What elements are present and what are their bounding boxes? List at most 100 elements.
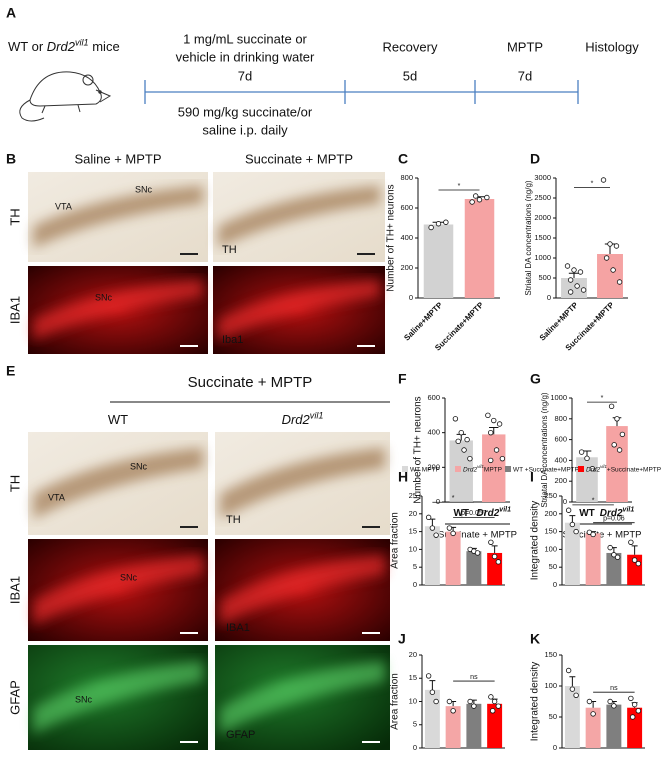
data-point [491, 698, 498, 705]
legend-label: WT +Succinate+MPTP [513, 466, 579, 473]
data-point [590, 711, 596, 717]
data-point [611, 442, 617, 448]
data-point [488, 539, 494, 545]
y-tick-label: 2000 [534, 213, 551, 222]
x-tick-label: WT [453, 508, 469, 519]
legend-label-sup: vil1 [600, 464, 607, 469]
legend-label: WT MPTP [410, 466, 440, 473]
group-label: Succinate + MPTP [438, 530, 517, 541]
y-tick-label: 2500 [534, 193, 551, 202]
data-point [567, 277, 574, 283]
timeline-text: Histology [585, 39, 639, 54]
y-axis-label: Striatal DA concentrations (ng/g) [540, 392, 549, 508]
data-point [635, 708, 642, 714]
data-point [590, 531, 596, 538]
data-point [580, 287, 587, 293]
micrograph [213, 266, 385, 354]
data-point [573, 528, 579, 535]
data-point [628, 695, 634, 702]
x-tick-label: Drd2vil1 [600, 506, 635, 518]
y-axis-label: Area fraction [390, 512, 401, 569]
data-point [631, 557, 638, 563]
bar [466, 551, 482, 585]
data-point [428, 224, 434, 231]
legend-label-part: WT MPTP [410, 466, 440, 473]
data-point [611, 552, 617, 558]
data-point [443, 219, 449, 225]
y-tick-label: 5 [413, 562, 417, 571]
bar [423, 224, 454, 298]
error-bar [569, 676, 576, 686]
data-point [467, 698, 473, 705]
micrograph [213, 172, 385, 262]
y-tick-label: 200 [400, 263, 413, 272]
timeline-text: vehicle in drinking water [176, 49, 315, 64]
error-bar [429, 680, 436, 690]
data-point [488, 694, 494, 700]
x-tick-label: WT [579, 508, 595, 519]
row-label: IBA1 [7, 576, 22, 604]
data-point [489, 708, 496, 714]
error-bar [489, 426, 499, 435]
significance-label: * [452, 495, 455, 502]
error-bar [429, 518, 436, 527]
column-title-part: WT [108, 412, 128, 427]
y-axis-label: Number of TH+ neurons [413, 396, 424, 503]
y-tick-label: 800 [400, 173, 413, 182]
data-point [584, 455, 590, 462]
y-tick-label: 10 [409, 696, 417, 705]
bar [449, 440, 473, 502]
y-tick-label: 0 [553, 743, 557, 752]
bar [445, 706, 461, 748]
data-point [493, 447, 500, 453]
y-tick-label: 5 [413, 720, 417, 729]
mice-label-part: WT or [8, 39, 47, 54]
micrograph-band [220, 447, 385, 520]
data-point [452, 416, 459, 422]
data-point [429, 525, 436, 531]
y-tick-label: 0 [547, 293, 551, 302]
y-tick-label: 1500 [534, 233, 551, 242]
micrograph-band [220, 660, 385, 735]
micrograph-band [218, 185, 380, 249]
y-tick-label: 600 [400, 203, 413, 212]
panel-letter: G [530, 371, 541, 387]
significance-label: * [601, 395, 604, 402]
timeline-text: MPTP [507, 39, 543, 54]
bar [464, 199, 495, 298]
panel-letter: B [6, 151, 16, 167]
data-point [458, 429, 464, 436]
y-tick-label: 600 [427, 393, 440, 402]
y-axis-label: Integrated density [530, 662, 541, 742]
y-tick-label: 600 [554, 435, 567, 444]
timeline-text: 7d [238, 68, 252, 83]
y-tick-label: 25 [409, 491, 417, 500]
y-tick-label: 3000 [534, 173, 551, 182]
panel-letter: J [398, 631, 406, 647]
bar [564, 686, 580, 748]
y-tick-label: 250 [544, 491, 557, 500]
data-point [616, 447, 623, 453]
y-tick-label: 0 [563, 497, 567, 506]
panel-letter: I [530, 469, 534, 485]
data-point [446, 525, 453, 531]
y-tick-label: 0 [413, 580, 417, 589]
micrograph-band [33, 660, 203, 735]
x-tick-label-part: WT [579, 508, 595, 519]
mice-label-italic: Drd2 [47, 39, 76, 54]
y-tick-label: 800 [554, 414, 567, 423]
data-point [435, 221, 442, 227]
data-point [616, 279, 623, 285]
image-label: VTA [48, 492, 65, 502]
mouse-sketch [19, 71, 112, 122]
bar [466, 703, 482, 748]
row-label: GFAP [7, 680, 22, 715]
image-label: SNc [130, 461, 148, 471]
data-point [488, 429, 494, 436]
y-tick-label: 150 [544, 527, 557, 536]
y-tick-label: 15 [409, 527, 417, 536]
image-label: SNc [120, 572, 138, 582]
timeline [144, 80, 579, 104]
y-tick-label: 0 [409, 293, 413, 302]
image-label: IBA1 [226, 622, 250, 634]
